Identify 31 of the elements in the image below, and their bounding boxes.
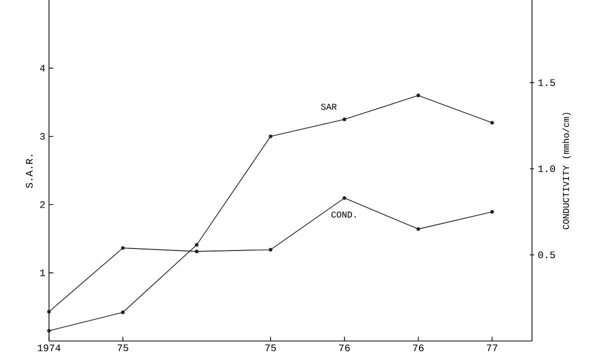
point [121, 310, 125, 314]
series-label: COND. [331, 212, 356, 218]
point [47, 310, 51, 314]
point [342, 118, 346, 122]
point [121, 246, 125, 250]
point [490, 210, 494, 214]
x-tick-label: 1974 [38, 344, 60, 352]
y2-tick-label: 0.5 [538, 252, 555, 258]
point [194, 250, 199, 254]
point [416, 94, 420, 98]
y2-tick-label: 1.0 [538, 165, 555, 172]
point [490, 120, 494, 125]
y2-tick-label: 1.5 [538, 79, 555, 86]
point [194, 243, 198, 247]
point [268, 134, 272, 138]
x-tick-label: 76 [413, 344, 424, 352]
series-label: SAR [321, 104, 337, 110]
y-tick-label: 2 [40, 201, 45, 208]
x-tick-label: 76 [339, 344, 350, 352]
y-axis-title: S.A.R. [26, 154, 33, 188]
y-tick-label: 1 [40, 270, 45, 276]
point [268, 248, 272, 252]
y-tick-label: 4 [40, 64, 45, 72]
x-tick-label: 75 [265, 344, 276, 352]
y-tick-label: 3 [40, 133, 45, 140]
point [47, 328, 51, 333]
y2-axis-title: CONDUCTIVITY (mmho/cm) [562, 112, 571, 230]
point [416, 227, 420, 231]
x-tick-label: 75 [118, 344, 128, 352]
x-tick-label: 77 [486, 344, 498, 352]
point [342, 196, 346, 200]
